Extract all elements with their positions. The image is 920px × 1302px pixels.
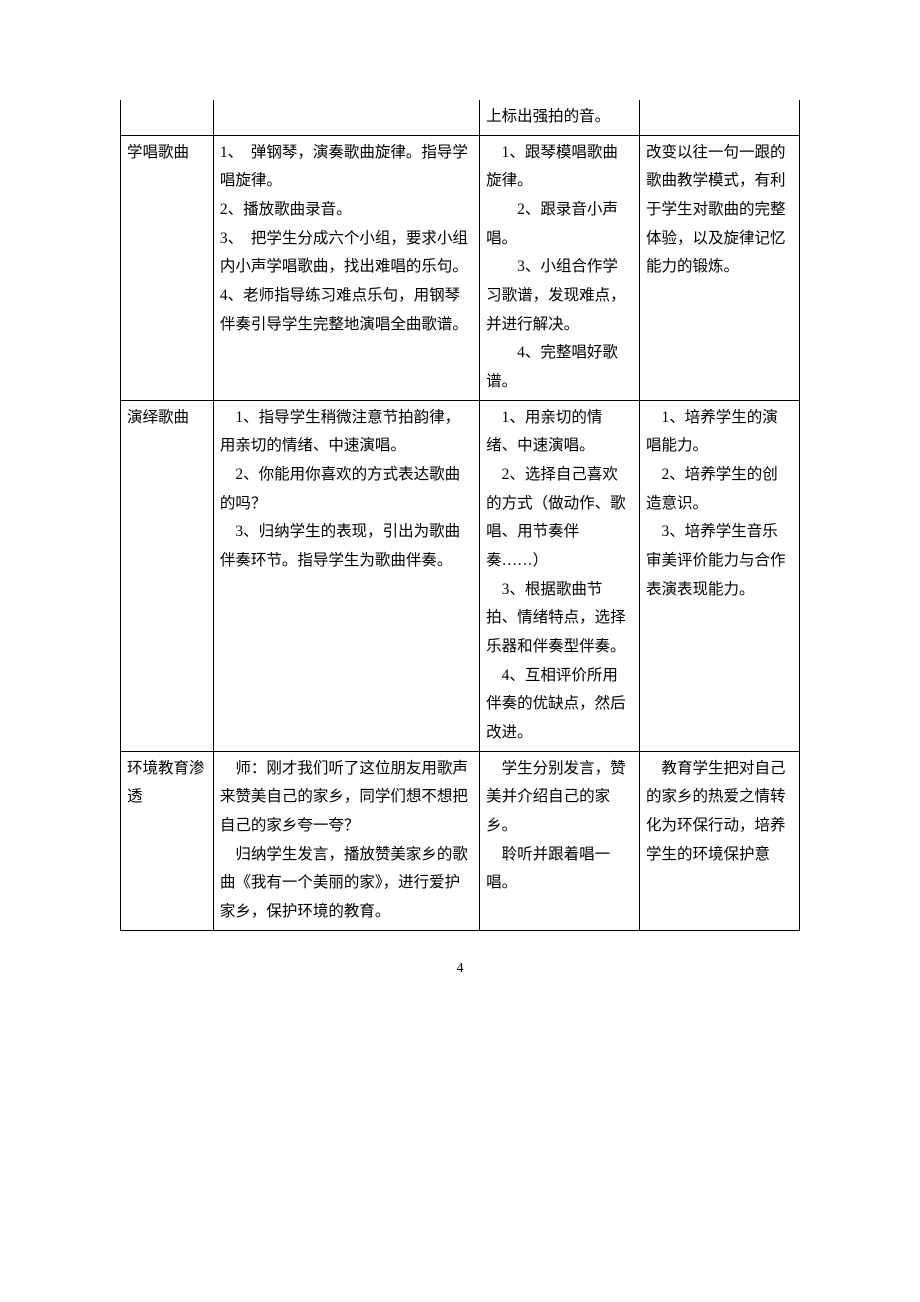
table-body: 上标出强拍的音。学唱歌曲1、 弹钢琴，演奏歌曲旋律。指导学唱旋律。2、播放歌曲录… bbox=[121, 100, 800, 930]
table-row: 演绎歌曲 1、指导学生稍微注意节拍韵律，用亲切的情绪、中速演唱。 2、你能用你喜… bbox=[121, 400, 800, 751]
table-cell: 1、培养学生的演唱能力。 2、培养学生的创造意识。 3、培养学生音乐审美评价能力… bbox=[640, 400, 800, 751]
table-cell bbox=[121, 100, 214, 135]
table-row: 学唱歌曲1、 弹钢琴，演奏歌曲旋律。指导学唱旋律。2、播放歌曲录音。3、 把学生… bbox=[121, 135, 800, 400]
lesson-table: 上标出强拍的音。学唱歌曲1、 弹钢琴，演奏歌曲旋律。指导学唱旋律。2、播放歌曲录… bbox=[120, 100, 800, 931]
table-row: 上标出强拍的音。 bbox=[121, 100, 800, 135]
table-cell: 1、用亲切的情绪、中速演唱。 2、选择自己喜欢的方式（做动作、歌唱、用节奏伴奏…… bbox=[480, 400, 640, 751]
table-cell: 学唱歌曲 bbox=[121, 135, 214, 400]
table-cell: 演绎歌曲 bbox=[121, 400, 214, 751]
table-cell: 1、跟琴模唱歌曲旋律。 2、跟录音小声唱。 3、小组合作学习歌谱，发现难点，并进… bbox=[480, 135, 640, 400]
table-cell: 上标出强拍的音。 bbox=[480, 100, 640, 135]
table-cell: 改变以往一句一跟的歌曲教学模式，有利于学生对歌曲的完整体验，以及旋律记忆能力的锻… bbox=[640, 135, 800, 400]
table-cell bbox=[213, 100, 479, 135]
table-cell: 学生分别发言，赞美并介绍自己的家乡。 聆听并跟着唱一唱。 bbox=[480, 751, 640, 930]
table-row: 环境教育渗透 师：刚才我们听了这位朋友用歌声来赞美自己的家乡，同学们想不想把自己… bbox=[121, 751, 800, 930]
table-cell: 1、指导学生稍微注意节拍韵律，用亲切的情绪、中速演唱。 2、你能用你喜欢的方式表… bbox=[213, 400, 479, 751]
table-cell: 教育学生把对自己的家乡的热爱之情转化为环保行动，培养学生的环境保护意 bbox=[640, 751, 800, 930]
page-number: 4 bbox=[120, 961, 800, 977]
table-cell bbox=[640, 100, 800, 135]
table-cell: 师：刚才我们听了这位朋友用歌声来赞美自己的家乡，同学们想不想把自己的家乡夸一夸？… bbox=[213, 751, 479, 930]
table-cell: 1、 弹钢琴，演奏歌曲旋律。指导学唱旋律。2、播放歌曲录音。3、 把学生分成六个… bbox=[213, 135, 479, 400]
table-cell: 环境教育渗透 bbox=[121, 751, 214, 930]
page-container: 上标出强拍的音。学唱歌曲1、 弹钢琴，演奏歌曲旋律。指导学唱旋律。2、播放歌曲录… bbox=[0, 0, 920, 1017]
